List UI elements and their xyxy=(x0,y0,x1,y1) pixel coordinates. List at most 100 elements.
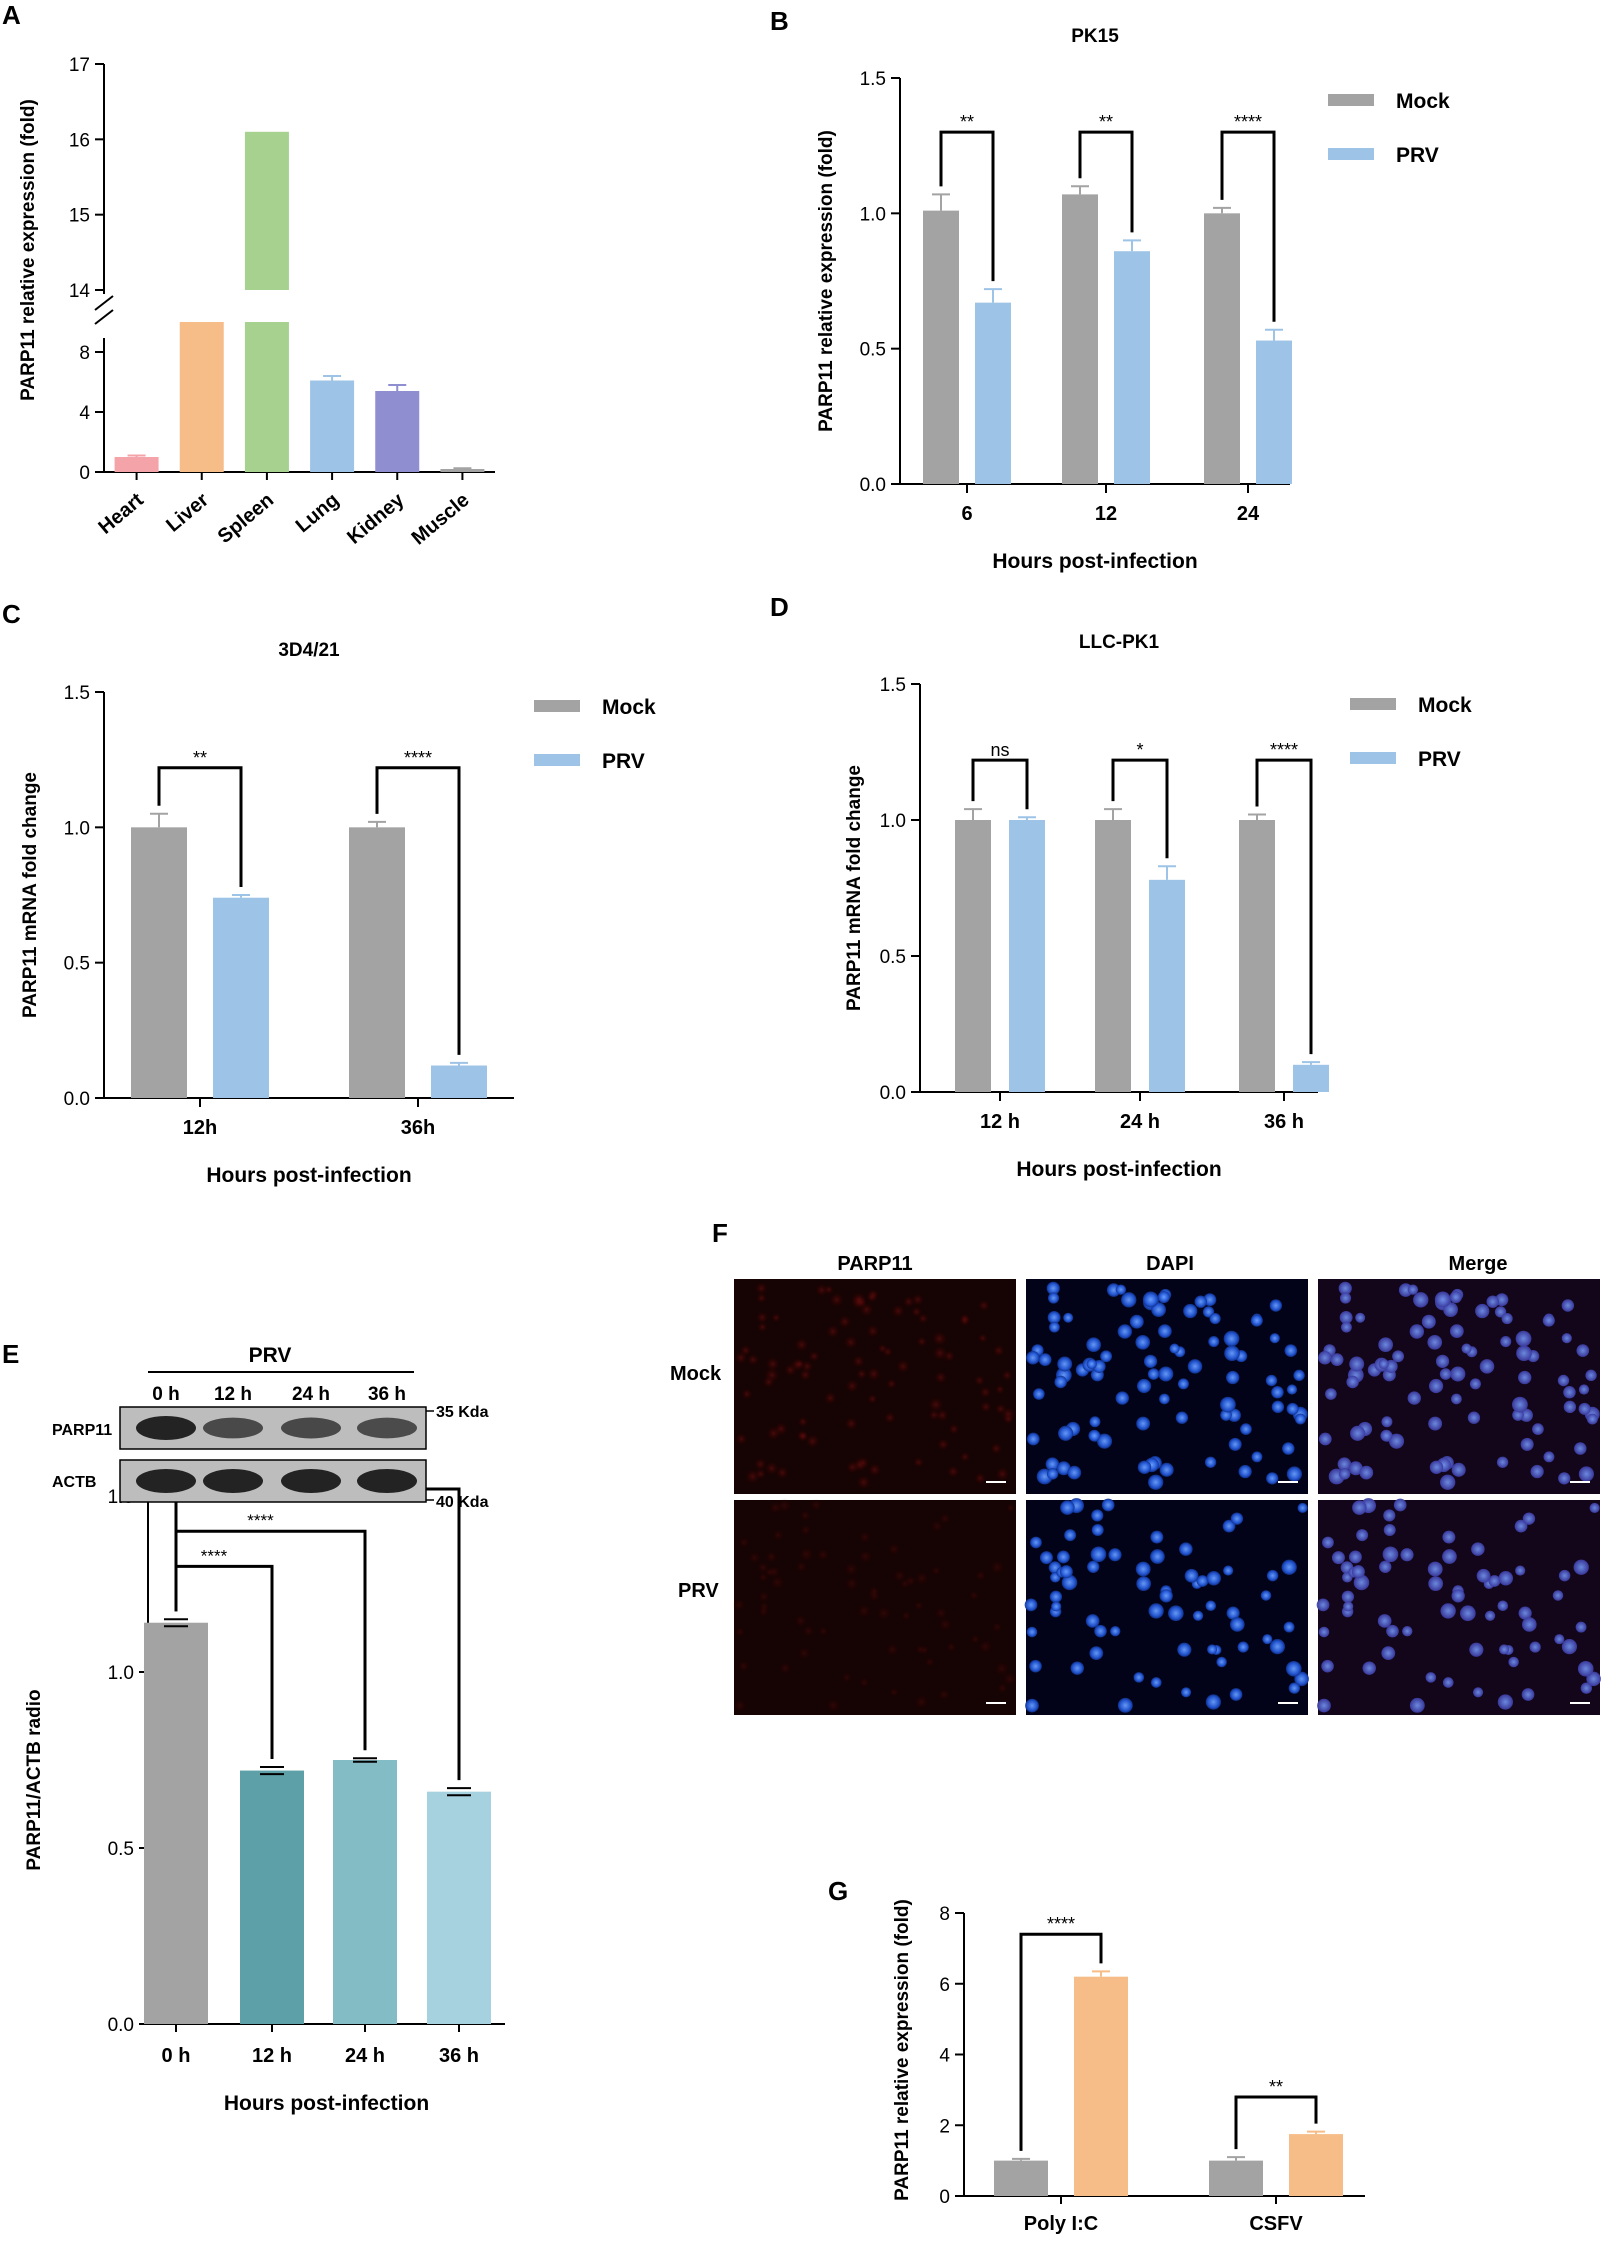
nucleus xyxy=(990,1442,1003,1455)
nucleus xyxy=(1578,1466,1594,1482)
blot-header: PRV xyxy=(249,1344,292,1367)
nucleus xyxy=(1240,1423,1252,1435)
blot-bands xyxy=(136,1416,417,1493)
nucleus xyxy=(1316,1598,1330,1612)
x-tick-label: 6 xyxy=(961,503,972,525)
nucleus xyxy=(1435,1354,1450,1368)
significance-label: ** xyxy=(1099,112,1113,132)
legend-swatch xyxy=(534,700,580,712)
nucleus xyxy=(1499,1644,1510,1655)
nucleus xyxy=(1205,1600,1217,1612)
x-axis-label: Hours post-infection xyxy=(224,2092,429,2115)
nucleus xyxy=(1090,1546,1107,1563)
nucleus xyxy=(1318,1350,1332,1365)
nucleus xyxy=(979,1400,993,1414)
nucleus xyxy=(915,1644,926,1655)
significance-bracket xyxy=(1234,2095,1318,2150)
bar xyxy=(144,1622,208,2024)
significance-label: **** xyxy=(1270,740,1298,760)
legend-swatch xyxy=(1328,148,1374,160)
nucleus xyxy=(1091,1509,1104,1522)
nucleus xyxy=(1229,1688,1243,1701)
bar xyxy=(240,1770,304,2024)
western-blot: PRV 0 h 12 h 24 h 36 h PARP11 ACTB 35 Kd… xyxy=(52,1344,489,1511)
nucleus xyxy=(1409,1324,1425,1339)
nucleus xyxy=(1585,1369,1597,1382)
panel-label-a: A xyxy=(2,0,21,30)
nucleus xyxy=(1089,1646,1104,1661)
nucleus xyxy=(1467,1411,1481,1424)
nucleus xyxy=(1407,1284,1419,1295)
panel-label-g: G xyxy=(828,1876,848,1906)
nucleus xyxy=(1318,1626,1330,1638)
nucleus xyxy=(1428,1416,1443,1431)
nucleus xyxy=(1355,1312,1366,1323)
nucleus xyxy=(1070,1661,1084,1675)
nucleus xyxy=(1286,1466,1302,1482)
nucleus xyxy=(845,1460,860,1475)
nucleus xyxy=(935,1408,949,1422)
nucleus xyxy=(993,1660,1010,1677)
chart-b: PK15 0.0 0.5 1.0 1.5 6 ** 12 ** 24 **** Hours post-… xyxy=(816,26,1450,573)
nucleus xyxy=(1428,1576,1444,1591)
chart-a: 0 4 8 14 15 16 17 Heart Liver Spleen Lung Kidney Mus… xyxy=(18,55,495,549)
legend-swatch xyxy=(534,754,580,766)
chart-title: PK15 xyxy=(1071,26,1119,47)
legend-label: Mock xyxy=(602,696,656,719)
nucleus xyxy=(1580,1682,1593,1694)
nucleus xyxy=(1425,1672,1437,1683)
significance-bracket xyxy=(1220,130,1276,322)
nucleus xyxy=(1148,1603,1164,1619)
micro-col-label: PARP11 xyxy=(837,1253,912,1275)
nucleus xyxy=(1002,1413,1014,1425)
nucleus xyxy=(1063,1312,1074,1323)
nucleus xyxy=(1284,1344,1298,1357)
panel-label-b: B xyxy=(770,6,789,36)
nucleus xyxy=(858,1530,872,1544)
nucleus xyxy=(1046,1281,1060,1295)
nucleus xyxy=(1440,1603,1456,1619)
nucleus xyxy=(808,1350,821,1363)
nucleus xyxy=(1045,1457,1060,1471)
nucleus xyxy=(1064,1529,1077,1542)
nucleus xyxy=(1515,1565,1526,1576)
nucleus xyxy=(797,1416,809,1428)
micro-col-label: Merge xyxy=(1449,1253,1508,1275)
nucleus xyxy=(759,1601,770,1612)
nucleus xyxy=(1381,1646,1396,1661)
nucleus xyxy=(1251,1451,1263,1463)
y-tick-label: 0 xyxy=(939,2187,950,2208)
micro-col-label: DAPI xyxy=(1146,1253,1194,1275)
nucleus xyxy=(867,1462,882,1477)
nucleus xyxy=(1238,1464,1252,1479)
nucleus xyxy=(1421,1314,1436,1329)
panel-label-c: C xyxy=(2,599,21,629)
nucleus xyxy=(1439,1368,1452,1380)
bar xyxy=(1209,2160,1263,2196)
nucleus xyxy=(757,1321,768,1333)
nucleus xyxy=(865,1324,880,1339)
nucleus xyxy=(1266,1569,1279,1582)
nucleus xyxy=(769,1574,786,1591)
nucleus xyxy=(1442,1530,1456,1544)
blot-band xyxy=(203,1417,263,1439)
nucleus xyxy=(1586,1413,1598,1425)
nucleus xyxy=(1519,1408,1533,1422)
x-tick-label: 36h xyxy=(401,1117,435,1139)
x-tick-label: Heart xyxy=(94,489,148,539)
bar-lung xyxy=(310,380,355,472)
nucleus xyxy=(1115,1284,1127,1295)
y-axis-label: PARP11 mRNA fold change xyxy=(844,765,865,1011)
nucleus xyxy=(1573,1559,1589,1575)
x-axis-label: Hours post-infection xyxy=(206,1164,411,1187)
nucleus xyxy=(1434,1291,1451,1308)
nucleus xyxy=(1338,1281,1352,1295)
bar-muscle xyxy=(440,469,485,472)
nucleus xyxy=(1532,1423,1544,1435)
significance-label: ** xyxy=(960,112,974,132)
nucleus xyxy=(1133,1672,1145,1683)
blot-lane-label: 0 h xyxy=(152,1384,179,1405)
nucleus xyxy=(867,1589,881,1603)
nucleus xyxy=(1089,1416,1101,1428)
nucleus xyxy=(1209,1312,1221,1325)
